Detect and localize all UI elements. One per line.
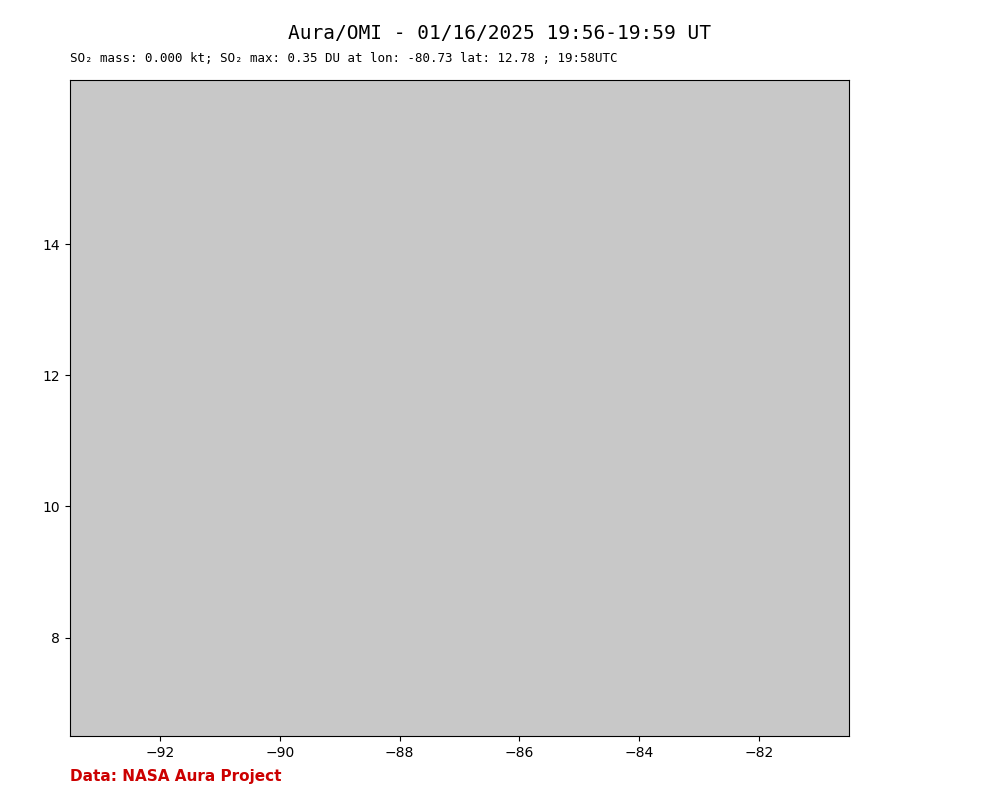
- Text: Data: NASA Aura Project: Data: NASA Aura Project: [70, 769, 282, 784]
- Text: SO₂ mass: 0.000 kt; SO₂ max: 0.35 DU at lon: -80.73 lat: 12.78 ; 19:58UTC: SO₂ mass: 0.000 kt; SO₂ max: 0.35 DU at …: [70, 52, 617, 65]
- Text: Aura/OMI - 01/16/2025 19:56-19:59 UT: Aura/OMI - 01/16/2025 19:56-19:59 UT: [288, 24, 711, 43]
